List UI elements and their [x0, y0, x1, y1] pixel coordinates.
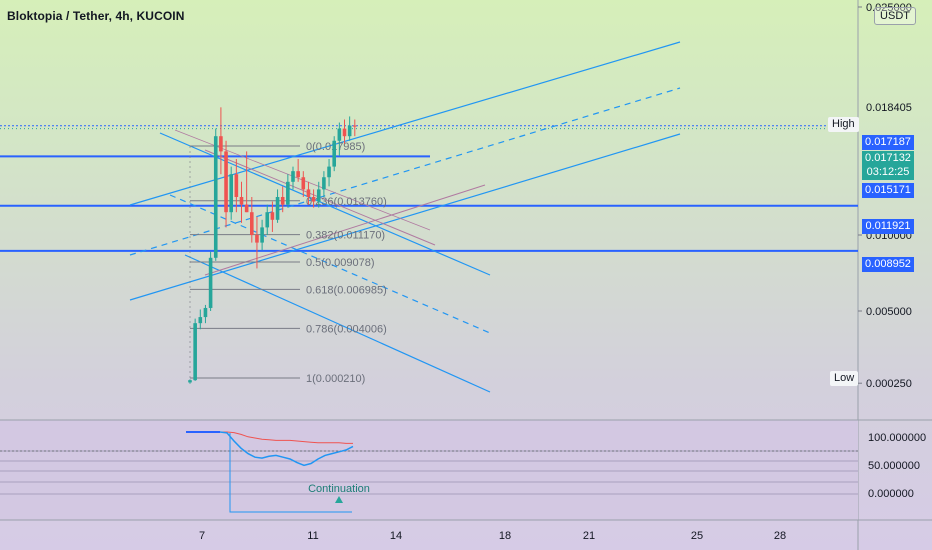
candle-body [327, 166, 331, 178]
wedge-line [204, 184, 486, 276]
candle-body [234, 174, 239, 197]
high-value-label: 0.018405 [866, 102, 912, 114]
fib-level-label: 0.236(0.013760) [306, 196, 387, 208]
candle-body [208, 257, 213, 308]
price-tick-label: 0.005000 [866, 306, 912, 318]
indicator-main-line [219, 431, 354, 467]
price-tag-line-4: 0.008952 [862, 257, 914, 272]
continuation-marker-icon [335, 496, 343, 503]
indicator-signal-line [220, 431, 353, 444]
trend-channel-line [129, 87, 681, 256]
trend-channel-line [184, 254, 491, 393]
continuation-annotation: Continuation [308, 483, 370, 495]
price-tag-line-2: 0.015171 [862, 183, 914, 198]
candle-body [332, 140, 336, 167]
trend-channel-line [129, 133, 681, 301]
candle-body [250, 212, 254, 235]
candle-body [275, 197, 280, 220]
candle-body [301, 177, 306, 190]
price-tag-last: 0.017132 [862, 151, 914, 166]
price-tag-line-1: 0.017187 [862, 135, 914, 150]
fib-level-label: 0.786(0.004006) [306, 323, 387, 335]
candle-body [353, 125, 357, 127]
high-label: High [828, 117, 859, 132]
indicator-tick-label: 50.000000 [868, 460, 920, 472]
time-tick-label: 7 [199, 530, 205, 542]
price-tick-label: 0.000250 [866, 378, 912, 390]
indicator-tick-label: 0.000000 [868, 488, 914, 500]
time-tick-label: 21 [583, 530, 595, 542]
candle-body [193, 323, 197, 381]
candle-body [337, 128, 342, 141]
candle-body [224, 151, 228, 213]
trend-channel-line [169, 194, 491, 334]
candle-body [280, 197, 285, 205]
time-tick-label: 28 [774, 530, 786, 542]
trend-channel-line [129, 41, 681, 206]
indicator-tick-label: 100.000000 [868, 432, 926, 444]
indicator-pane-bg [0, 420, 858, 520]
candle-body [286, 181, 290, 205]
candle-body [306, 189, 311, 197]
candle-body [347, 125, 352, 137]
fib-level-label: 0.5(0.009078) [306, 257, 375, 269]
candle-body [213, 136, 218, 258]
currency-button[interactable]: USDT [874, 7, 916, 25]
candle-body [296, 171, 300, 178]
candle-body [311, 197, 316, 202]
price-tag-line-3: 0.011921 [862, 219, 914, 234]
countdown-tag: 03:12:25 [862, 165, 914, 180]
candle-body [291, 171, 295, 182]
fib-level-label: 1(0.000210) [306, 373, 365, 385]
candle-body [229, 174, 233, 213]
candle-body [255, 235, 259, 243]
candle-body [322, 177, 326, 190]
candle-body [219, 136, 223, 152]
candle-body [316, 189, 321, 202]
indicator-bracket-line [229, 433, 352, 513]
candle-body [265, 212, 270, 228]
time-tick-label: 18 [499, 530, 511, 542]
time-tick-label: 11 [307, 530, 318, 542]
candle-body [244, 204, 249, 213]
candle-body [188, 380, 192, 383]
candle-body [203, 307, 208, 318]
time-tick-label: 14 [390, 530, 402, 542]
time-tick-label: 25 [691, 530, 703, 542]
candle-body [342, 128, 347, 137]
candle-body [270, 212, 275, 220]
candle-body [260, 227, 264, 243]
candle-body [198, 317, 203, 324]
low-label: Low [830, 371, 859, 386]
fib-level-label: 0.382(0.011170) [306, 230, 385, 242]
price-tick-label: 0.025000 [866, 2, 912, 14]
fib-level-label: 0.618(0.006985) [306, 284, 387, 296]
symbol-title[interactable]: Bloktopia / Tether, 4h, KUCOIN [7, 9, 185, 23]
candle-body [239, 197, 244, 205]
